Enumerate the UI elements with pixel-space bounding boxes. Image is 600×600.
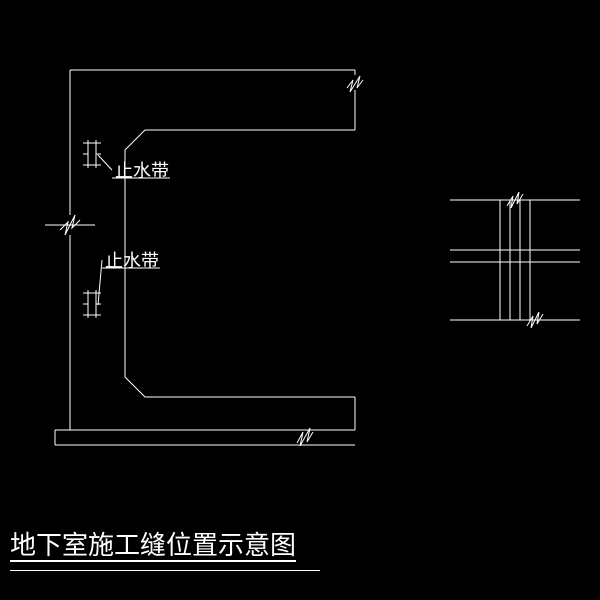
drawing-title: 地下室施工缝位置示意图 [10, 525, 296, 562]
waterstop-label-2: 止水带 [105, 247, 159, 273]
waterstop-label-1: 止水带 [115, 157, 169, 183]
cad-drawing [0, 0, 600, 600]
title-underline-2 [10, 570, 320, 571]
